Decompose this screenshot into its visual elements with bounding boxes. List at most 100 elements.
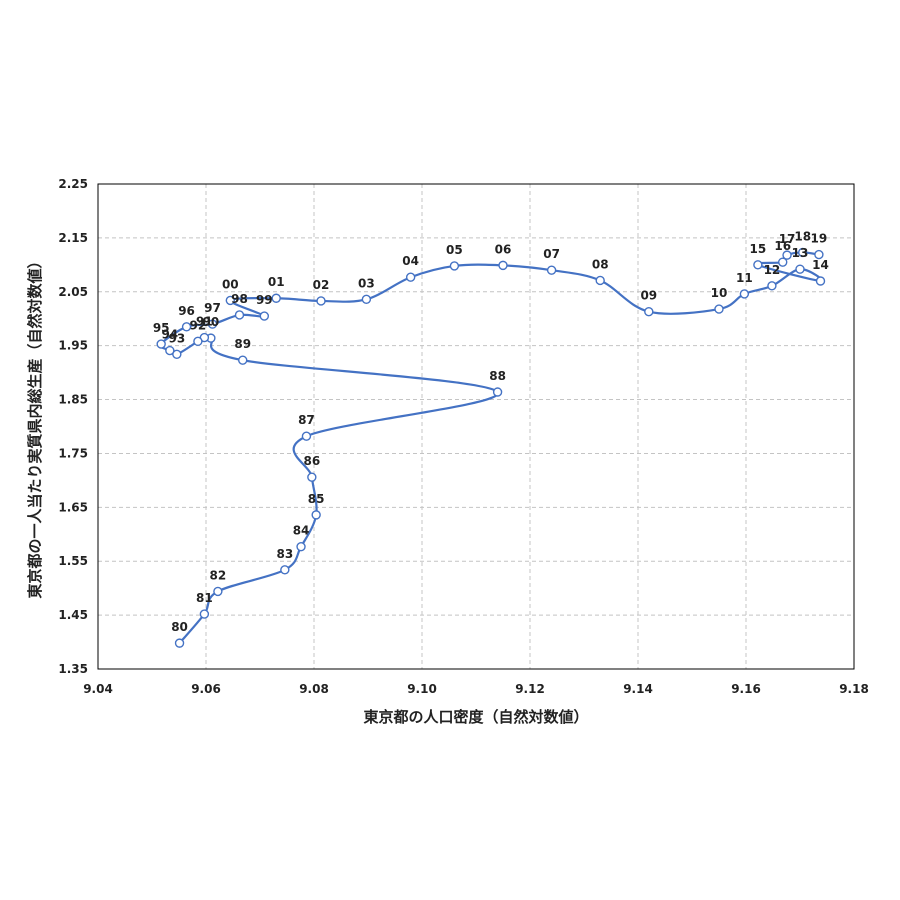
- x-tick-label: 9.16: [731, 682, 761, 696]
- data-point: [238, 355, 248, 365]
- data-point: [753, 260, 763, 270]
- x-axis-ticks: 9.04 9.06 9.08 9.10 9.12 9.14 9.16 9.18: [83, 682, 869, 696]
- data-label: 88: [489, 369, 506, 383]
- data-point: [172, 349, 182, 359]
- data-label: 18: [794, 229, 811, 243]
- data-point: [181, 322, 192, 332]
- data-label: 04: [402, 254, 419, 268]
- y-axis-title: 東京都の一人当たり実質県内総生産（自然対数値）: [26, 253, 44, 598]
- data-label: 96: [178, 304, 195, 318]
- data-point: [280, 565, 290, 575]
- data-label: 82: [210, 568, 227, 582]
- data-label: 94: [161, 328, 178, 342]
- x-tick-label: 9.12: [515, 682, 545, 696]
- data-point: [193, 336, 203, 347]
- x-tick-label: 9.10: [407, 682, 437, 696]
- data-point: [316, 296, 326, 306]
- data-point: [814, 249, 824, 260]
- y-tick-label: 1.65: [58, 500, 88, 514]
- data-point: [296, 541, 306, 552]
- data-point: [405, 272, 416, 282]
- data-label: 15: [750, 242, 767, 256]
- data-label: 98: [231, 292, 248, 306]
- data-label: 81: [196, 591, 213, 605]
- x-tick-label: 9.08: [299, 682, 329, 696]
- data-label: 03: [358, 276, 375, 290]
- data-point: [311, 510, 321, 520]
- data-point: [199, 609, 210, 619]
- y-tick-label: 1.35: [58, 662, 88, 676]
- data-label: 05: [446, 243, 463, 257]
- data-point: [498, 260, 508, 271]
- data-label: 85: [308, 492, 325, 506]
- data-label: 95: [153, 321, 170, 335]
- data-point: [644, 307, 654, 317]
- data-label: 86: [303, 454, 320, 468]
- data-label: 17: [779, 232, 796, 246]
- data-point: [307, 472, 317, 482]
- y-tick-label: 2.15: [58, 231, 88, 245]
- data-point: [165, 345, 175, 356]
- data-label: 19: [811, 232, 828, 246]
- data-point: [301, 431, 312, 441]
- grid: [98, 184, 854, 669]
- x-tick-label: 9.06: [191, 682, 221, 696]
- data-label: 84: [293, 524, 310, 538]
- data-point: [156, 339, 166, 349]
- data-point: [546, 265, 557, 275]
- data-label: 07: [543, 247, 560, 261]
- data-label: 91: [196, 315, 213, 329]
- data-label: 13: [792, 246, 809, 260]
- data-point: [739, 289, 750, 299]
- data-label: 14: [812, 258, 829, 272]
- data-point: [795, 264, 805, 274]
- y-tick-label: 1.45: [58, 608, 88, 622]
- x-tick-label: 9.14: [623, 682, 653, 696]
- x-tick-label: 9.18: [839, 682, 869, 696]
- data-label: 16: [774, 239, 791, 253]
- data-point: [714, 304, 724, 314]
- data-label: 90: [203, 315, 220, 329]
- data-label: 12: [764, 263, 781, 277]
- data-label: 02: [313, 278, 330, 292]
- data-label: 06: [495, 242, 512, 256]
- data-point: [815, 276, 826, 286]
- data-point: [225, 295, 236, 306]
- data-label: 08: [592, 257, 609, 271]
- data-point: [174, 638, 185, 648]
- data-label: 00: [222, 277, 239, 291]
- x-tick-label: 9.04: [83, 682, 113, 696]
- y-tick-label: 1.85: [58, 393, 88, 407]
- data-point: [207, 319, 218, 329]
- x-axis-title: 東京都の人口密度（自然対数値）: [363, 708, 588, 726]
- data-points: [156, 247, 826, 648]
- data-label: 97: [204, 301, 221, 315]
- data-label: 93: [168, 331, 185, 345]
- data-label: 92: [190, 318, 207, 332]
- y-tick-label: 1.75: [58, 446, 88, 460]
- data-label: 09: [640, 289, 657, 303]
- data-point: [782, 250, 792, 260]
- data-point: [449, 261, 460, 271]
- data-label: 83: [276, 547, 293, 561]
- data-point: [492, 387, 503, 397]
- data-label: 99: [256, 293, 273, 307]
- data-point: [271, 293, 281, 303]
- plot-area-frame: [97, 183, 855, 670]
- data-label: 80: [171, 620, 188, 634]
- y-tick-label: 2.25: [58, 177, 88, 191]
- y-tick-label: 1.55: [58, 554, 88, 568]
- data-point: [595, 275, 605, 286]
- data-label: 89: [234, 337, 251, 351]
- y-tick-label: 2.05: [58, 285, 88, 299]
- y-tick-label: 1.95: [58, 339, 88, 353]
- data-point: [259, 311, 270, 321]
- data-point: [778, 257, 788, 267]
- y-axis-ticks: 1.35 1.45 1.55 1.65 1.75 1.85 1.95 2.05 2.15 2.25: [58, 177, 88, 676]
- data-point: [213, 586, 223, 597]
- data-point: [234, 310, 245, 320]
- data-label: 87: [298, 413, 315, 427]
- data-point: [798, 247, 808, 258]
